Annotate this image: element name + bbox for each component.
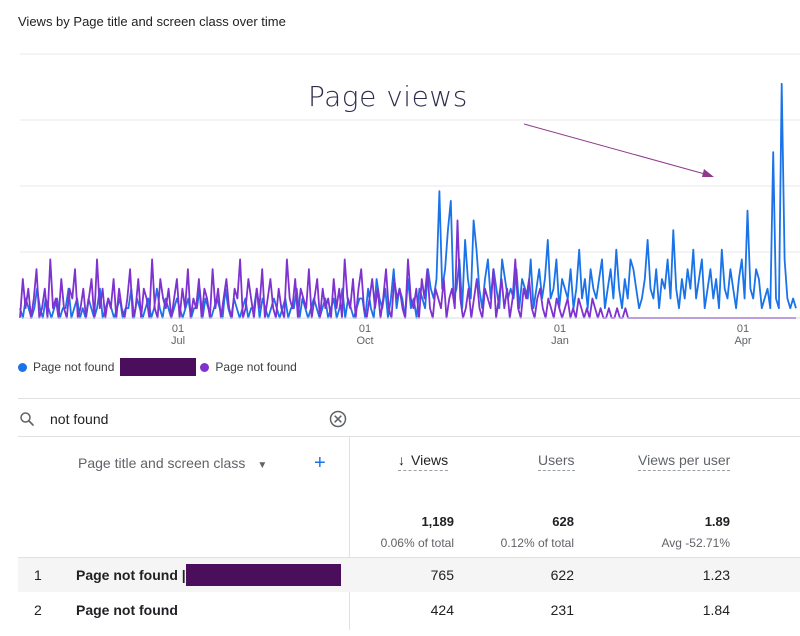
add-dimension-button[interactable]: + (314, 452, 326, 474)
x-tick-day: 01 (359, 323, 371, 335)
column-header-views-per-user[interactable]: Views per user (638, 452, 731, 471)
x-tick-month: Jul (171, 335, 185, 347)
legend-item-series-1[interactable]: Page not found (18, 358, 197, 376)
total-users-share: 0.12% of total (500, 536, 574, 550)
legend-item-series-2[interactable]: Page not found (200, 360, 297, 374)
row-title[interactable]: Page not found (76, 602, 178, 618)
row-index: 1 (34, 567, 42, 583)
redaction-block (186, 564, 341, 586)
annotation-label: Page views (308, 80, 468, 113)
total-vpu-avg: Avg -52.71% (661, 536, 731, 550)
row-views: 424 (430, 602, 454, 618)
dimension-header-label: Page title and screen class (78, 455, 246, 471)
sort-desc-icon: ↓ (398, 452, 405, 468)
row-users: 231 (550, 602, 574, 618)
x-tick-day: 01 (554, 323, 566, 335)
legend-dot-blue (18, 362, 27, 372)
divider (18, 436, 800, 437)
table-row[interactable]: 1 Page not found | 765 622 1.23 (18, 558, 800, 592)
legend-label-1: Page not found (33, 360, 115, 374)
search-input[interactable]: not found (50, 411, 109, 427)
search-bar[interactable]: not found (18, 405, 348, 433)
column-divider (349, 436, 350, 630)
series-line-1 (19, 82, 797, 319)
divider (18, 557, 800, 558)
chart-legend: Page not found Page not found (18, 358, 301, 376)
dropdown-caret-icon[interactable]: ▼ (257, 460, 268, 471)
legend-label-2: Page not found (215, 360, 297, 374)
row-index: 2 (34, 602, 42, 618)
redaction-block (120, 358, 197, 376)
search-icon (20, 412, 34, 426)
divider (18, 398, 800, 399)
x-tick-month: Jan (551, 335, 569, 347)
x-tick-day: 01 (737, 323, 749, 335)
row-title[interactable]: Page not found | (76, 567, 186, 583)
x-tick-day: 01 (172, 323, 184, 335)
column-header-views-label: Views (411, 452, 449, 468)
total-users: 628 (552, 514, 574, 529)
legend-dot-purple (200, 362, 210, 372)
clear-icon[interactable] (328, 409, 348, 429)
row-views-per-user: 1.23 (702, 567, 730, 583)
dimension-header[interactable]: Page title and screen class ▼ (78, 455, 267, 471)
column-header-users[interactable]: Users (538, 452, 575, 471)
row-users: 622 (550, 567, 574, 583)
column-header-views[interactable]: ↓ Views (398, 452, 449, 471)
annotation-arrowhead (702, 169, 714, 177)
x-tick-month: Apr (734, 335, 751, 347)
row-views: 765 (430, 567, 454, 583)
row-views-per-user: 1.84 (702, 602, 730, 618)
annotation-arrow (523, 123, 713, 177)
x-tick-month: Oct (356, 335, 373, 347)
card-title: Views by Page title and screen class ove… (18, 14, 286, 29)
total-views-per-user: 1.89 (704, 514, 730, 529)
table-row[interactable]: 2 Page not found 424 231 1.84 (18, 593, 800, 627)
total-views: 1,189 (421, 514, 454, 529)
total-views-share: 0.06% of total (380, 536, 454, 550)
